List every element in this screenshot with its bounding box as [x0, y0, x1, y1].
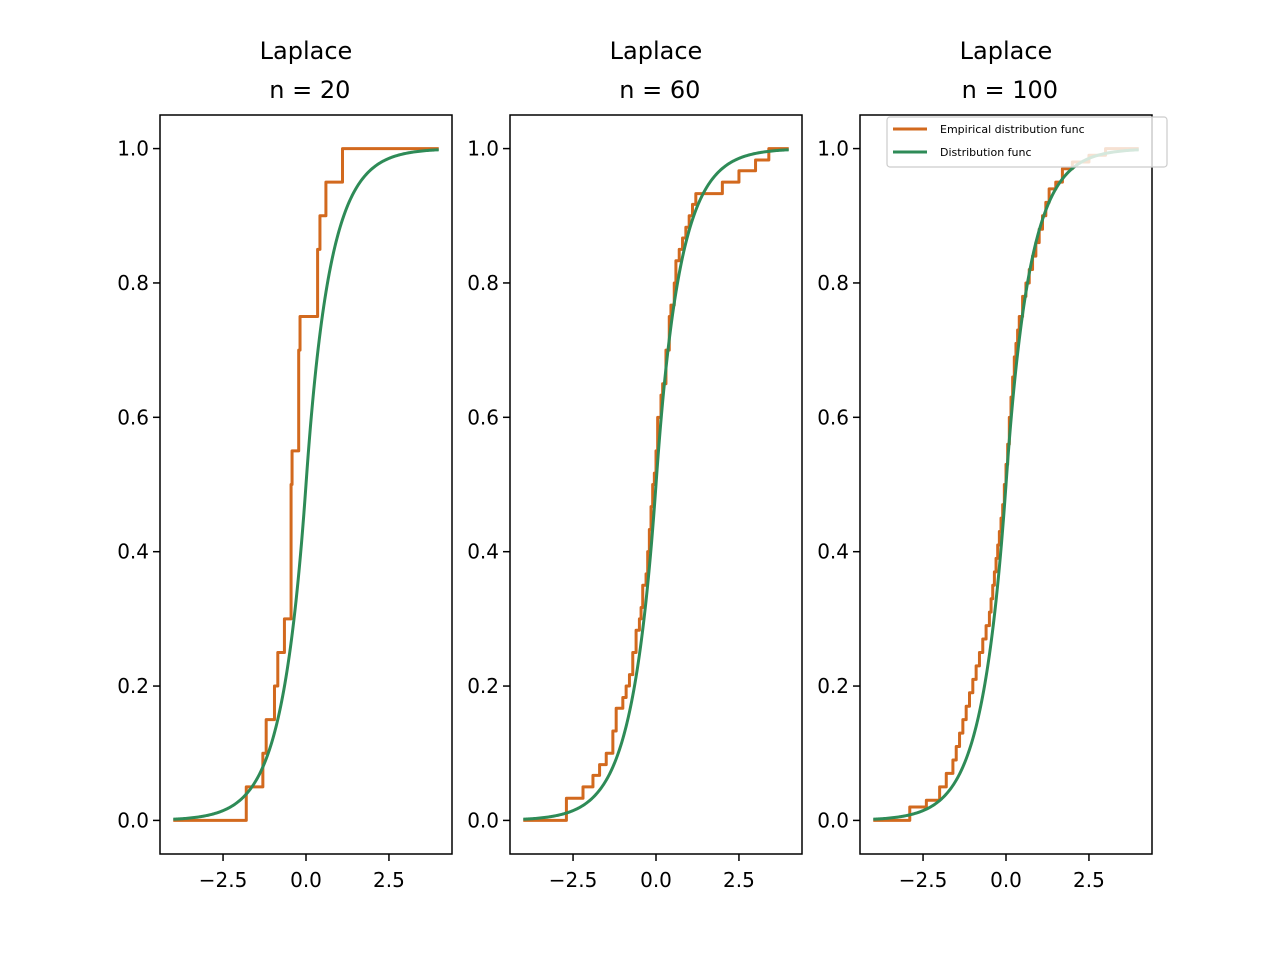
subplot-title-1: Laplace n = 20: [260, 37, 353, 104]
x-tick-label-2-1: 0.0: [640, 868, 672, 892]
legend-label-0: Empirical distribution func: [940, 123, 1085, 136]
subplot-title-line-3-0: Laplace: [960, 37, 1053, 65]
x-tick-label-1-0: −2.5: [199, 868, 248, 892]
subplot-title-line-1-1: n = 20: [262, 76, 351, 104]
y-tick-label-1-2: 0.4: [117, 540, 149, 564]
subplot-title-line-3-1: n = 100: [954, 76, 1058, 104]
subplot-title-2: Laplace n = 60: [610, 37, 703, 104]
x-tick-label-3-2: 2.5: [1073, 868, 1105, 892]
y-tick-label-1-3: 0.6: [117, 405, 149, 429]
subplot-2: −2.5 0.0 2.5 0.0 0.2 0.4 0.6 0.8 1.0 Laplace n = …: [467, 37, 803, 892]
x-tick-label-1-1: 0.0: [290, 868, 322, 892]
axes-layer: −2.5 0.0 2.5 0.0 0.2 0.4 0.6 0.8 1.0 Laplace n = …: [117, 37, 1168, 892]
y-tick-label-1-5: 1.0: [117, 137, 149, 161]
legend-label-1: Distribution func: [940, 146, 1032, 159]
subplot-title-line-2-0: Laplace: [610, 37, 703, 65]
y-tick-label-1-0: 0.0: [117, 808, 149, 832]
x-tick-label-2-0: −2.5: [549, 868, 598, 892]
y-tick-label-3-4: 0.8: [817, 271, 849, 295]
x-tick-label-1-2: 2.5: [373, 868, 405, 892]
y-tick-label-1-4: 0.8: [117, 271, 149, 295]
y-tick-label-2-2: 0.4: [467, 540, 499, 564]
y-tick-label-3-2: 0.4: [817, 540, 849, 564]
theoretical-cdf-line-2: [522, 148, 790, 821]
subplot-title-line-1-0: Laplace: [260, 37, 353, 65]
theoretical-cdf-line-1: [172, 148, 440, 821]
y-tick-label-2-0: 0.0: [467, 808, 499, 832]
y-tick-label-3-0: 0.0: [817, 808, 849, 832]
subplot-title-3: Laplace n = 100: [954, 37, 1058, 104]
x-tick-label-3-0: −2.5: [899, 868, 948, 892]
y-tick-label-2-1: 0.2: [467, 674, 499, 698]
x-tick-label-3-1: 0.0: [990, 868, 1022, 892]
empirical-cdf-line-2: [523, 147, 789, 822]
y-tick-label-3-5: 1.0: [817, 137, 849, 161]
subplot-title-line-2-1: n = 60: [612, 76, 701, 104]
legend-box: [886, 116, 1168, 168]
subplot-3: −2.5 0.0 2.5 0.0 0.2 0.4 0.6 0.8 1.0 Laplace n = …: [817, 37, 1168, 892]
subplot-1: −2.5 0.0 2.5 0.0 0.2 0.4 0.6 0.8 1.0 Laplace n = …: [117, 37, 453, 892]
y-tick-label-3-3: 0.6: [817, 405, 849, 429]
y-tick-label-1-1: 0.2: [117, 674, 149, 698]
legend: Empirical distribution func Distribution …: [886, 116, 1168, 168]
y-tick-label-3-1: 0.2: [817, 674, 849, 698]
empirical-cdf-line-1: [173, 147, 439, 822]
y-tick-label-2-5: 1.0: [467, 137, 499, 161]
y-tick-label-2-4: 0.8: [467, 271, 499, 295]
y-tick-label-2-3: 0.6: [467, 405, 499, 429]
x-tick-label-2-2: 2.5: [723, 868, 755, 892]
